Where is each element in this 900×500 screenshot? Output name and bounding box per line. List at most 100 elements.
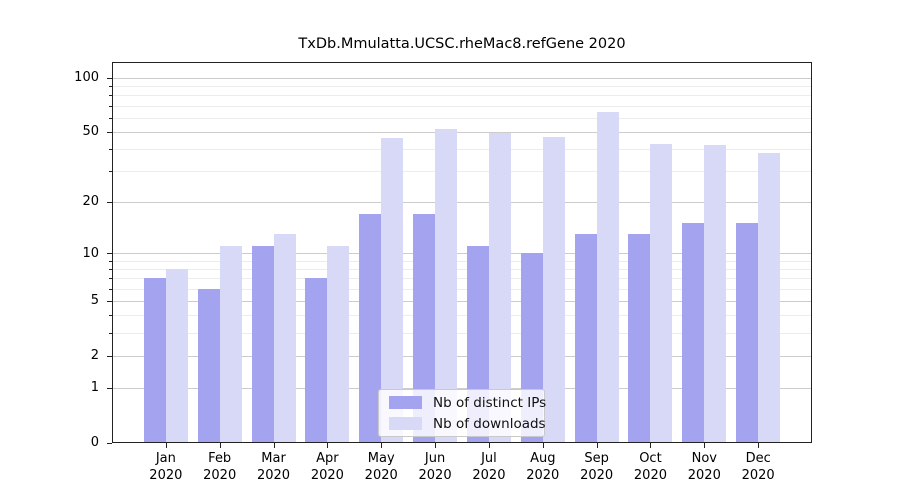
x-tick-year: 2020 (149, 468, 183, 483)
y-axis-minor-tick (109, 315, 112, 317)
y-axis-tick-label: 100 (74, 70, 99, 86)
bar-distinct-ips-may (359, 214, 382, 442)
major-gridline (113, 201, 811, 203)
legend: Nb of distinct IPs Nb of downloads (378, 389, 546, 437)
legend-swatch-distinct-ips-icon (389, 396, 422, 409)
x-axis-tick (327, 443, 329, 448)
major-gridline (113, 355, 811, 357)
x-tick-month: Jun (424, 451, 446, 466)
minor-gridline (113, 315, 811, 317)
minor-gridline (113, 105, 811, 107)
major-gridline (113, 300, 811, 302)
minor-gridline (113, 332, 811, 334)
x-axis-tick-label: Jul 2020 (462, 450, 516, 484)
minor-gridline (113, 171, 811, 173)
bar-downloads-aug (542, 136, 565, 442)
x-tick-year: 2020 (256, 468, 291, 483)
x-axis-tick-label: Dec 2020 (731, 450, 785, 484)
y-axis-minor-tick (109, 171, 112, 173)
y-axis-tick (107, 300, 112, 302)
x-axis-tick (273, 443, 275, 448)
major-gridline (113, 131, 811, 133)
x-tick-month: Jul (481, 451, 497, 466)
major-gridline (113, 387, 811, 389)
x-axis-tick (165, 443, 167, 448)
y-axis-minor-tick (109, 95, 112, 97)
x-axis-tick-label: Apr 2020 (300, 450, 354, 484)
y-axis-tick-label: 1 (90, 380, 99, 396)
x-axis-tick-label: May 2020 (354, 450, 408, 484)
x-axis-tick-label: Aug 2020 (516, 450, 570, 484)
x-tick-month: Mar (261, 451, 286, 466)
bar-distinct-ips-dec (736, 223, 759, 442)
bar-downloads-oct (650, 143, 673, 442)
bar-distinct-ips-feb (197, 288, 220, 442)
y-axis-minor-tick (109, 149, 112, 151)
x-tick-month: Aug (530, 451, 556, 466)
bar-distinct-ips-apr (305, 278, 328, 442)
y-axis-tick-label: 5 (90, 293, 99, 309)
minor-gridline (113, 288, 811, 290)
x-axis-tick-label: Sep 2020 (570, 450, 624, 484)
x-axis-tick (381, 443, 383, 448)
minor-gridline (113, 95, 811, 97)
minor-gridline (113, 260, 811, 262)
x-tick-month: Feb (208, 451, 232, 466)
x-axis-tick (219, 443, 221, 448)
x-axis-tick-label: Feb 2020 (193, 450, 247, 484)
major-gridline (113, 77, 811, 79)
y-axis-tick (107, 77, 112, 79)
bar-downloads-feb (219, 246, 242, 442)
y-axis-tick (107, 131, 112, 133)
x-tick-month: Sep (584, 451, 609, 466)
x-tick-year: 2020 (203, 468, 237, 483)
bar-downloads-dec (758, 153, 781, 442)
x-tick-year: 2020 (364, 468, 398, 483)
y-axis-tick (107, 387, 112, 389)
bar-downloads-jan (165, 268, 188, 442)
x-axis-tick-label: Jan 2020 (139, 450, 193, 484)
minor-gridline (113, 149, 811, 151)
x-axis-tick (542, 443, 544, 448)
x-tick-month: Jan (155, 451, 176, 466)
y-axis-minor-tick (109, 86, 112, 88)
bar-downloads-nov (704, 145, 727, 442)
y-axis-minor-tick (109, 332, 112, 334)
x-tick-month: Nov (691, 451, 717, 466)
bar-distinct-ips-mar (251, 246, 274, 442)
bar-distinct-ips-jun (413, 214, 436, 442)
bar-distinct-ips-nov (682, 223, 705, 442)
y-axis-tick (107, 201, 112, 203)
bar-downloads-may (381, 138, 404, 442)
x-tick-year: 2020 (418, 468, 452, 483)
x-axis-tick (704, 443, 706, 448)
y-axis-tick (107, 442, 112, 444)
x-axis-tick (650, 443, 652, 448)
y-axis-tick-label: 20 (82, 194, 99, 210)
x-axis-tick-label: Nov 2020 (677, 450, 731, 484)
x-tick-year: 2020 (633, 468, 667, 483)
x-tick-year: 2020 (472, 468, 506, 483)
y-axis-tick-label: 10 (82, 245, 99, 261)
x-axis-tick (488, 443, 490, 448)
x-axis-tick-label: Oct 2020 (623, 450, 677, 484)
legend-row-downloads: Nb of downloads (389, 416, 546, 432)
bar-downloads-mar (273, 234, 296, 442)
y-axis-tick (107, 253, 112, 255)
legend-swatch-downloads-icon (389, 417, 422, 430)
x-tick-month: May (367, 451, 395, 466)
x-axis-tick (758, 443, 760, 448)
x-axis-tick (435, 443, 437, 448)
bar-downloads-sep (596, 111, 619, 442)
minor-gridline (113, 268, 811, 270)
y-axis-tick (107, 355, 112, 357)
y-axis-minor-tick (109, 278, 112, 280)
bar-distinct-ips-jan (143, 278, 166, 442)
y-axis-tick-label: 0 (90, 435, 99, 450)
minor-gridline (113, 86, 811, 88)
y-axis-minor-tick (109, 117, 112, 119)
x-axis-tick (596, 443, 598, 448)
x-tick-month: Apr (316, 451, 339, 466)
x-tick-year: 2020 (310, 468, 344, 483)
